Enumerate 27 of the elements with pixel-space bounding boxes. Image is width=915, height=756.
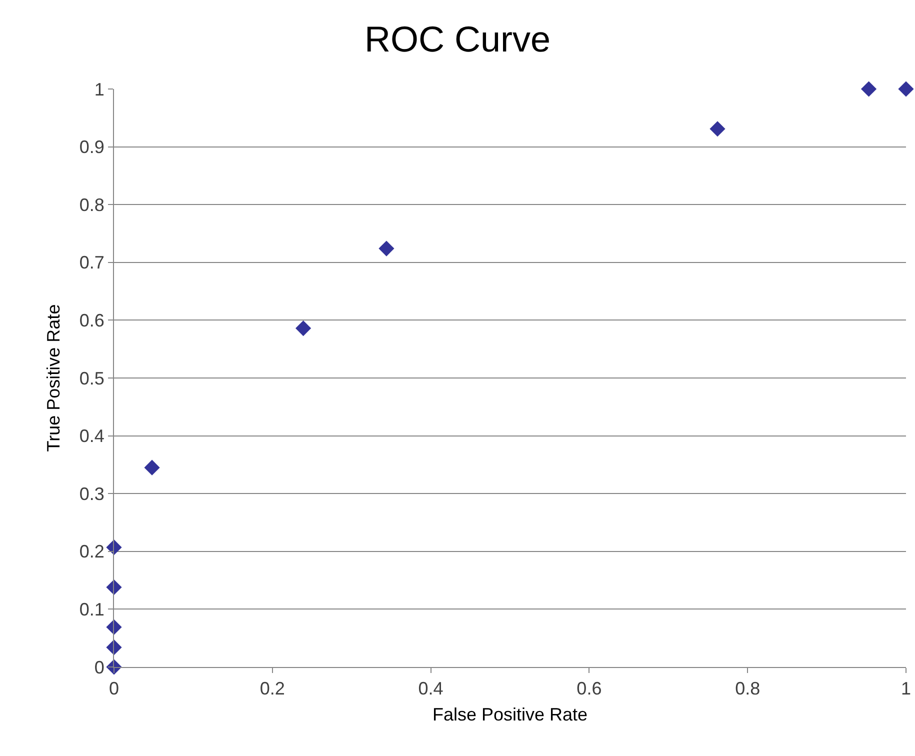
y-tick-label: 0.8: [79, 194, 104, 215]
x-tick-label: 0.4: [418, 678, 444, 699]
point: [106, 579, 122, 596]
point: [378, 240, 394, 256]
point: [710, 121, 726, 137]
x-tick-label: 1: [900, 678, 912, 699]
y-tick-label: 0.5: [79, 368, 104, 388]
y-tick-label: 1: [94, 79, 104, 100]
y-axis-title: True Positive Rate: [44, 304, 64, 452]
point: [295, 320, 312, 336]
x-tick-label: 0.8: [735, 678, 760, 699]
y-tick-label: 0.4: [79, 426, 104, 446]
y-tick-label: 0: [94, 657, 104, 678]
y-tick-label: 0.7: [79, 252, 104, 273]
y-tick-label: 0.3: [79, 484, 104, 504]
y-tick-label: 0.2: [79, 542, 104, 562]
y-tick-label: 0.6: [79, 310, 104, 330]
x-tick-label: 0.2: [260, 678, 285, 699]
x-axis-title: False Positive Rate: [432, 704, 588, 725]
y-tick-label: 0.9: [79, 137, 104, 158]
point: [144, 460, 160, 476]
point: [898, 81, 914, 97]
x-tick-label: 0.6: [576, 678, 602, 699]
y-tick-label: 0.1: [79, 600, 104, 620]
point: [860, 81, 877, 97]
chart-title: ROC Curve: [364, 18, 551, 60]
x-tick-label: 0: [108, 678, 120, 699]
